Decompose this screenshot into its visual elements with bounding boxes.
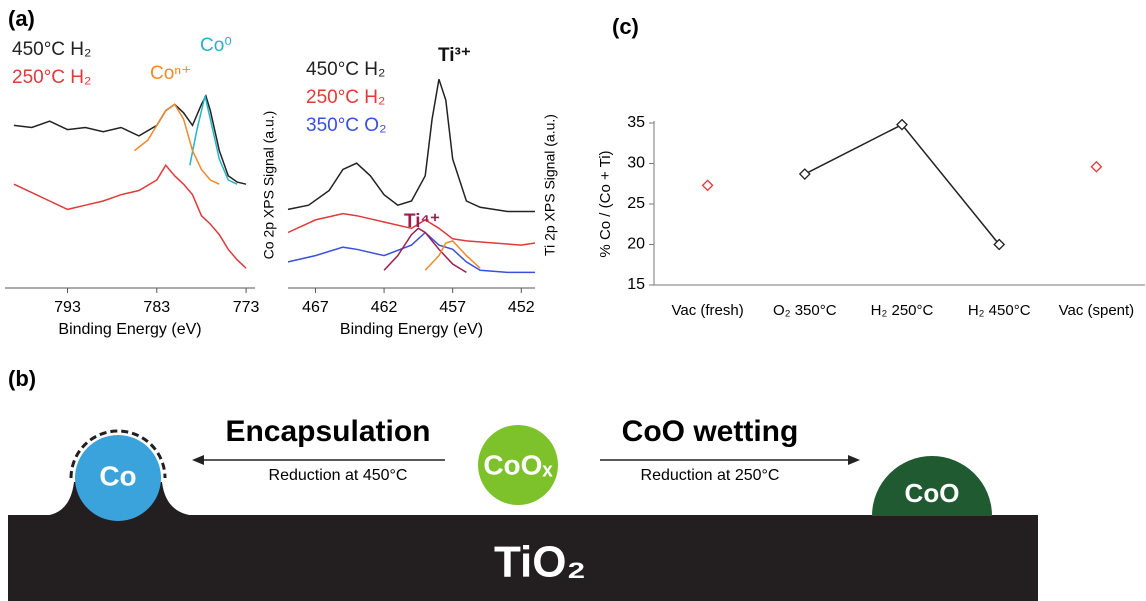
spectrum-line (287, 231, 535, 274)
spectrum-line (287, 78, 535, 213)
x-tick-label: Vac (fresh) (671, 302, 743, 319)
y-tick-label: 15 (627, 276, 645, 293)
x-tick-label: H₂ 450°C (968, 302, 1031, 319)
coo-film (872, 456, 992, 516)
x-tick-label: 462 (371, 299, 398, 316)
y-tick-label: 35 (627, 114, 645, 131)
marker (1090, 160, 1103, 173)
x-tick-label: 467 (302, 299, 329, 316)
series-label: Co⁰ (200, 35, 232, 56)
coox-particle (478, 425, 558, 505)
spectrum-line (13, 164, 247, 269)
spectrum-line (383, 227, 467, 274)
y-tick-label: 30 (627, 155, 645, 172)
x-tick-label: O₂ 350°C (773, 302, 837, 319)
arrow-head (848, 455, 860, 465)
y-tick-label: 25 (627, 195, 645, 212)
marker (701, 179, 714, 192)
spectrum-line (13, 94, 247, 185)
overlayer (69, 429, 167, 479)
x-tick-label: 457 (439, 299, 466, 316)
marker (993, 238, 1006, 251)
y-axis-label: % Co / (Co + Ti) (597, 150, 614, 257)
series-label: Coⁿ⁺ (150, 63, 191, 84)
arrow-head (192, 455, 204, 465)
marker (896, 118, 908, 131)
series-label: 450°C H₂ (12, 39, 91, 60)
co-label: Co (99, 460, 136, 491)
x-tick-label: 793 (54, 299, 81, 316)
x-tick-label: H₂ 250°C (871, 302, 934, 319)
substrate-label: TiO₂ (494, 538, 586, 587)
arrow-title: Encapsulation (225, 415, 430, 448)
panel-label: (b) (8, 366, 36, 391)
spectrum-line (189, 95, 238, 185)
panel-label: (a) (8, 6, 35, 31)
series-label: 350°C O₂ (306, 115, 386, 136)
marker (798, 168, 811, 180)
x-tick-label: 773 (233, 299, 260, 316)
x-tick-label: 452 (508, 299, 535, 316)
arrow-note: Reduction at 450°C (269, 467, 408, 484)
spectrum-line (134, 103, 220, 185)
coox-label: CoOₓ (483, 449, 553, 480)
series-label: Ti³⁺ (438, 45, 471, 66)
x-axis-label: Binding Energy (eV) (58, 321, 201, 338)
arrow-note: Reduction at 250°C (641, 467, 780, 484)
series-label: 250°C H₂ (12, 67, 91, 88)
y-axis-label: Co 2p XPS Signal (a.u.) (261, 111, 277, 260)
x-axis-label: Binding Energy (eV) (340, 321, 483, 338)
series-label: 250°C H₂ (306, 87, 385, 108)
spectrum-line (287, 212, 536, 246)
series-label: 450°C H₂ (306, 59, 385, 80)
spectrum-line (424, 240, 481, 271)
x-tick-label: 783 (143, 299, 170, 316)
x-tick-label: Vac (spent) (1059, 302, 1135, 319)
trend-line (804, 123, 1000, 245)
coo-label: CoO (905, 478, 960, 508)
y-axis-label: Ti 2p XPS Signal (a.u.) (542, 114, 558, 256)
arrow-title: CoO wetting (622, 415, 799, 448)
substrate (8, 515, 1038, 601)
y-tick-label: 20 (627, 236, 645, 253)
co-particle (75, 435, 161, 521)
panel-label: (c) (612, 14, 639, 39)
series-label: Ti⁴⁺ (404, 211, 440, 232)
